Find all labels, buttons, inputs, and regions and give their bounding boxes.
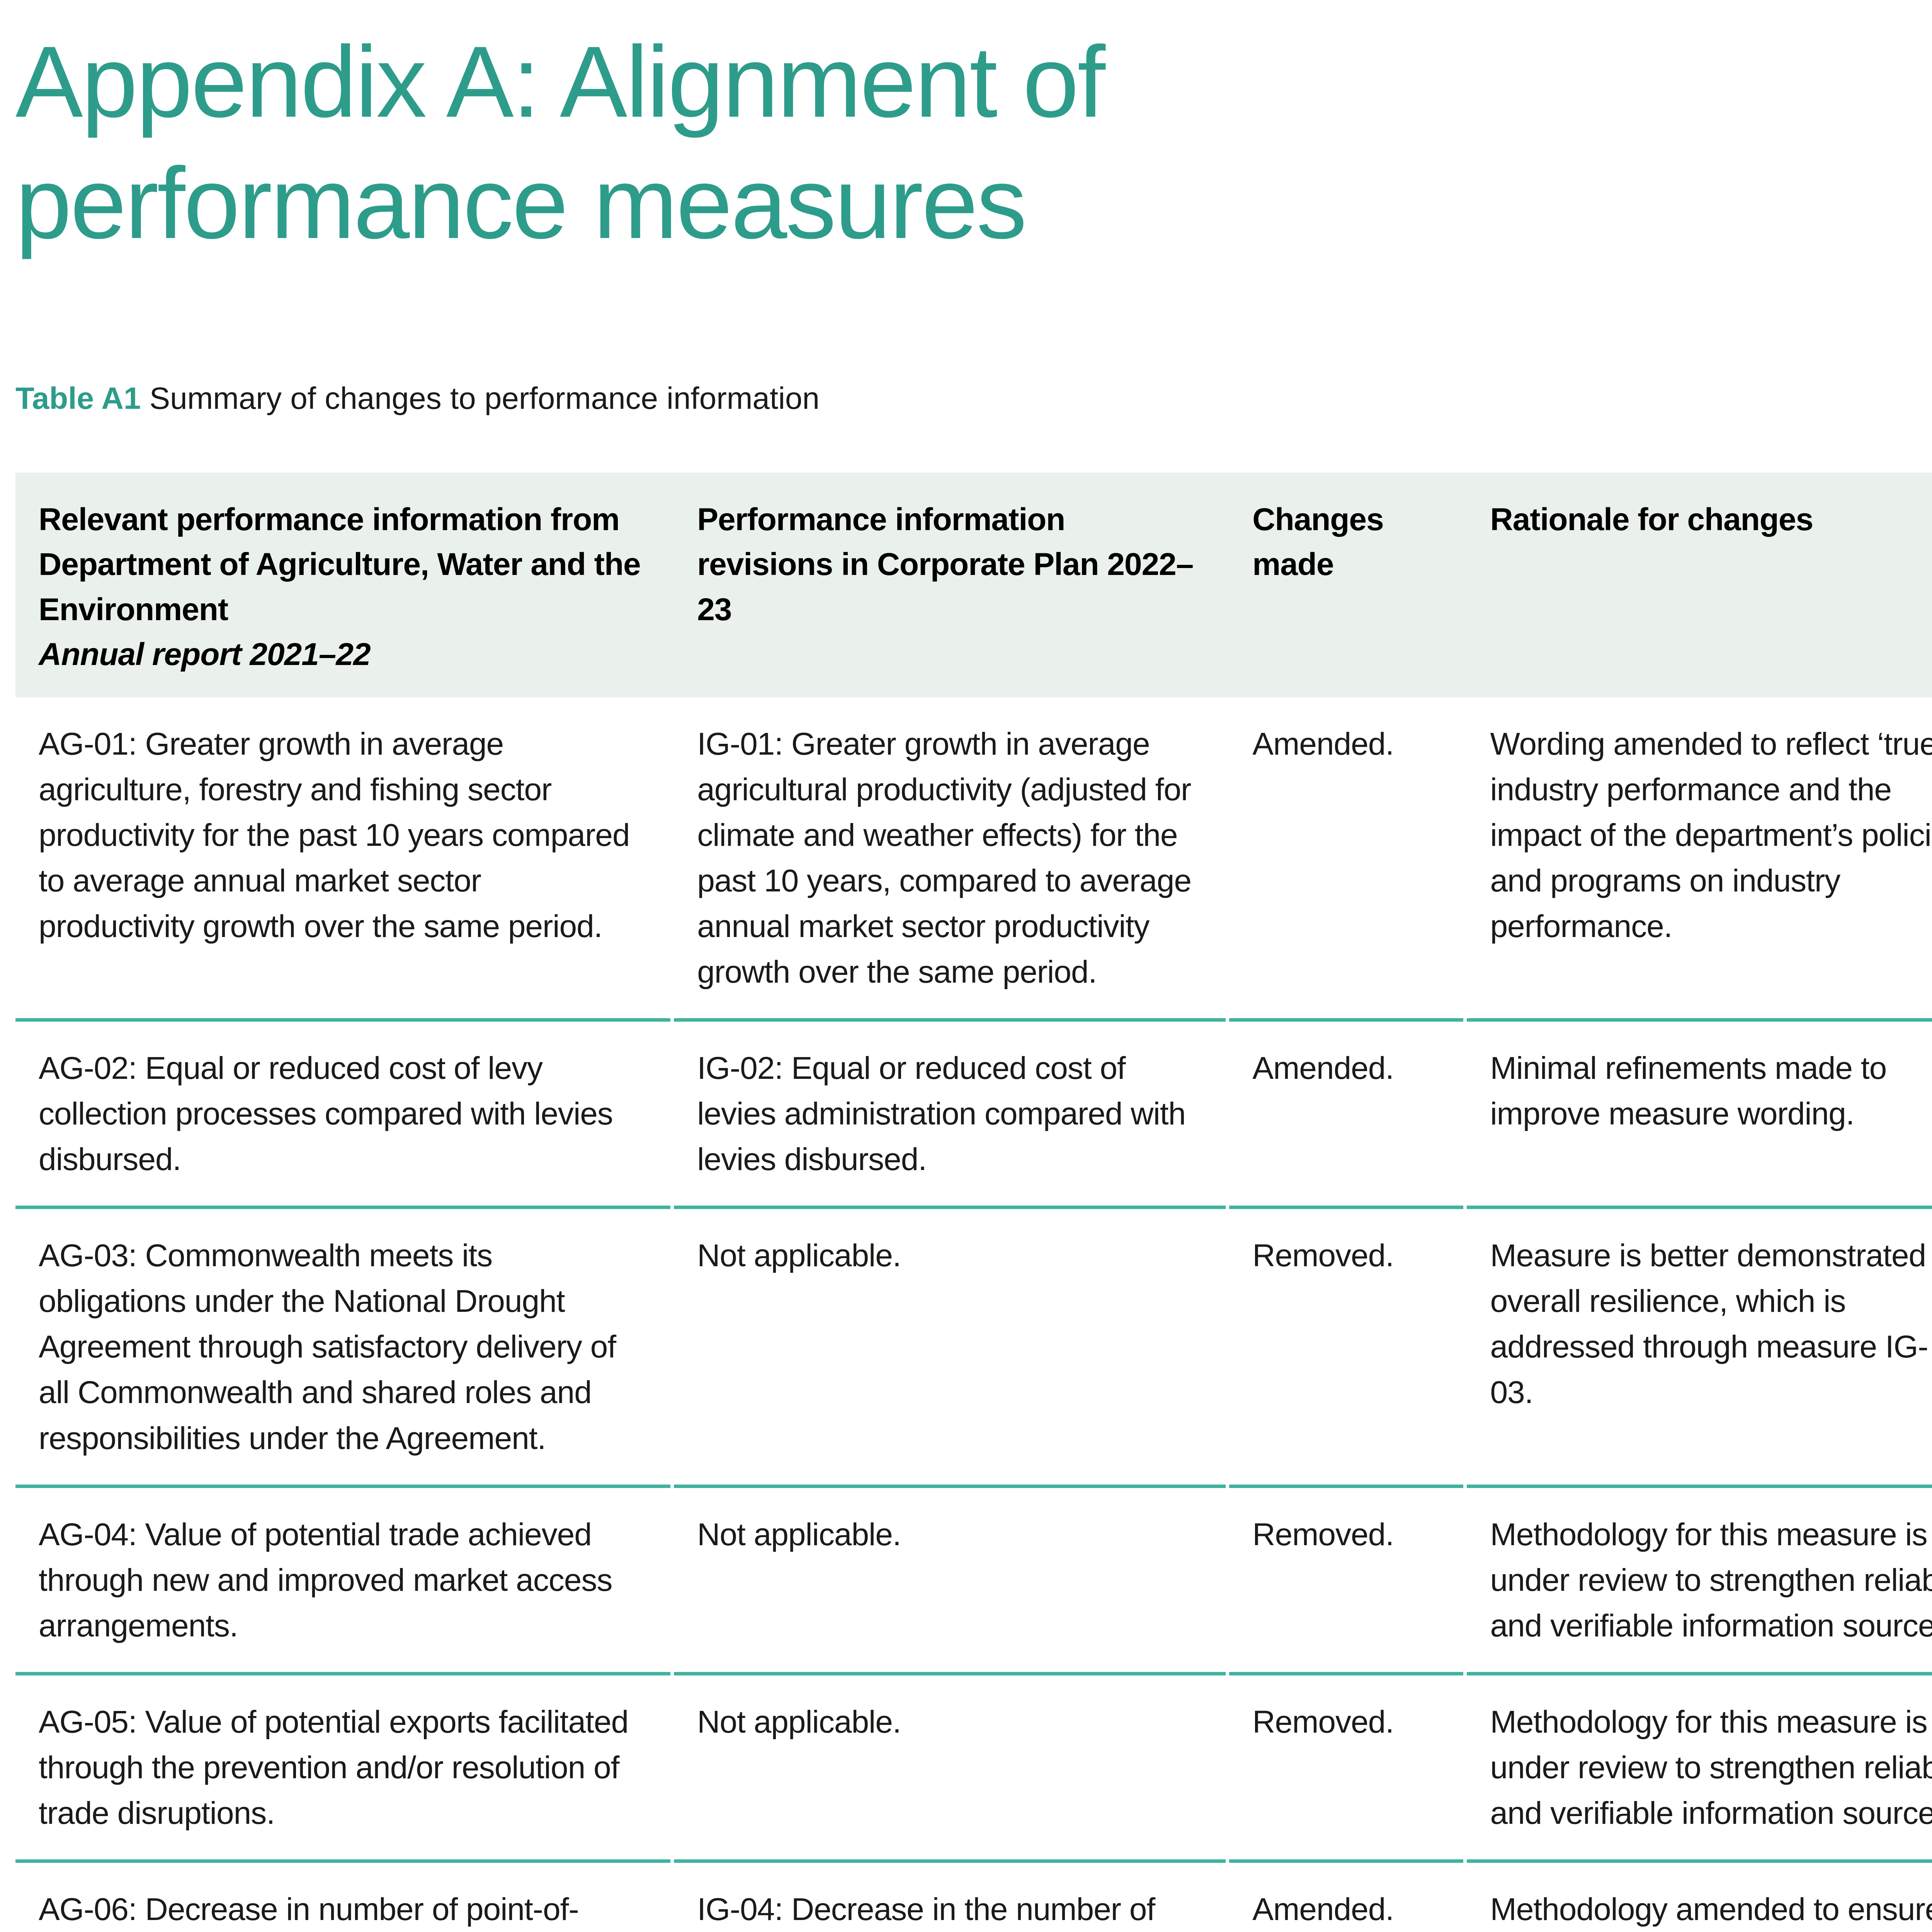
column-header-text: Relevant performance information from De… (39, 502, 641, 627)
column-header-changes-made: Changes made (1252, 502, 1384, 582)
measure-cell: AG-02: Equal or reduced cost of levy col… (15, 1022, 671, 1209)
measure-cell: AG-03: Commonwealth meets its obligation… (15, 1209, 671, 1488)
table-caption-label: Table A1 (15, 381, 141, 415)
column-header-annual-report-italic: Annual report 2021–22 (39, 637, 371, 672)
rationale-cell: Minimal refinements made to improve meas… (1467, 1022, 1932, 1209)
table-row-ag-02: AG-02: Equal or reduced cost of levy col… (15, 1022, 1932, 1209)
table-caption: Table A1 Summary of changes to performan… (15, 378, 1932, 418)
change-cell: Amended. (1229, 1022, 1464, 1209)
measure-cell: AG-06: Decrease in number of point-of-en… (15, 1863, 670, 1932)
measure-cell: AG-05: Value of potential exports facili… (15, 1675, 671, 1863)
change-cell: Removed. (1229, 1675, 1464, 1863)
table-row-ag-04: AG-04: Value of potential trade achieved… (15, 1488, 1932, 1675)
rationale-cell: Wording amended to reflect ‘true’ indust… (1467, 697, 1932, 1022)
column-header-performance-information-revisions: Performance information revisions in Cor… (697, 502, 1194, 627)
revision-cell: Not applicable. (674, 1675, 1226, 1863)
column-header-rationale-for-changes: Rationale for changes (1490, 502, 1813, 537)
revision-cell: Not applicable. (674, 1488, 1226, 1675)
summary-of-changes-table: Relevant performance information from De… (15, 472, 1932, 1932)
revision-cell: IG-04: Decrease in the number of point-o… (674, 1863, 1226, 1932)
rationale-cell: Methodology for this measure is under re… (1467, 1488, 1932, 1675)
column-header-relevant-performance-information: Relevant performance information from De… (15, 473, 670, 697)
rationale-cell: Measure is better demonstrated by overal… (1467, 1209, 1932, 1488)
change-cell: Amended. (1229, 697, 1464, 1022)
rationale-cell: Methodology amended to ensure consistent… (1467, 1863, 1932, 1932)
revision-cell: IG-02: Equal or reduced cost of levies a… (674, 1022, 1226, 1209)
page-title: Appendix A: Alignment of performance mea… (15, 25, 1105, 260)
change-cell: Removed. (1229, 1488, 1464, 1675)
measure-cell: AG-01: Greater growth in average agricul… (15, 697, 671, 1022)
table-caption-text: Summary of changes to performance inform… (149, 381, 820, 415)
change-cell: Amended. (1229, 1863, 1463, 1932)
revision-cell: Not applicable. (674, 1209, 1226, 1488)
table-row-ag-05: AG-05: Value of potential exports facili… (15, 1675, 1932, 1863)
table-row-ag-01: AG-01: Greater growth in average agricul… (15, 697, 1932, 1022)
table-row-ag-06: AG-06: Decrease in number of point-of-en… (15, 1863, 1932, 1932)
rationale-cell: Methodology for this measure is under re… (1467, 1675, 1932, 1863)
revision-cell: IG-01: Greater growth in average agricul… (674, 697, 1226, 1022)
change-cell: Removed. (1229, 1209, 1464, 1488)
table-row-ag-03: AG-03: Commonwealth meets its obligation… (15, 1209, 1932, 1488)
table-header-row: Relevant performance information from De… (15, 472, 1932, 697)
measure-cell: AG-04: Value of potential trade achieved… (15, 1488, 671, 1675)
